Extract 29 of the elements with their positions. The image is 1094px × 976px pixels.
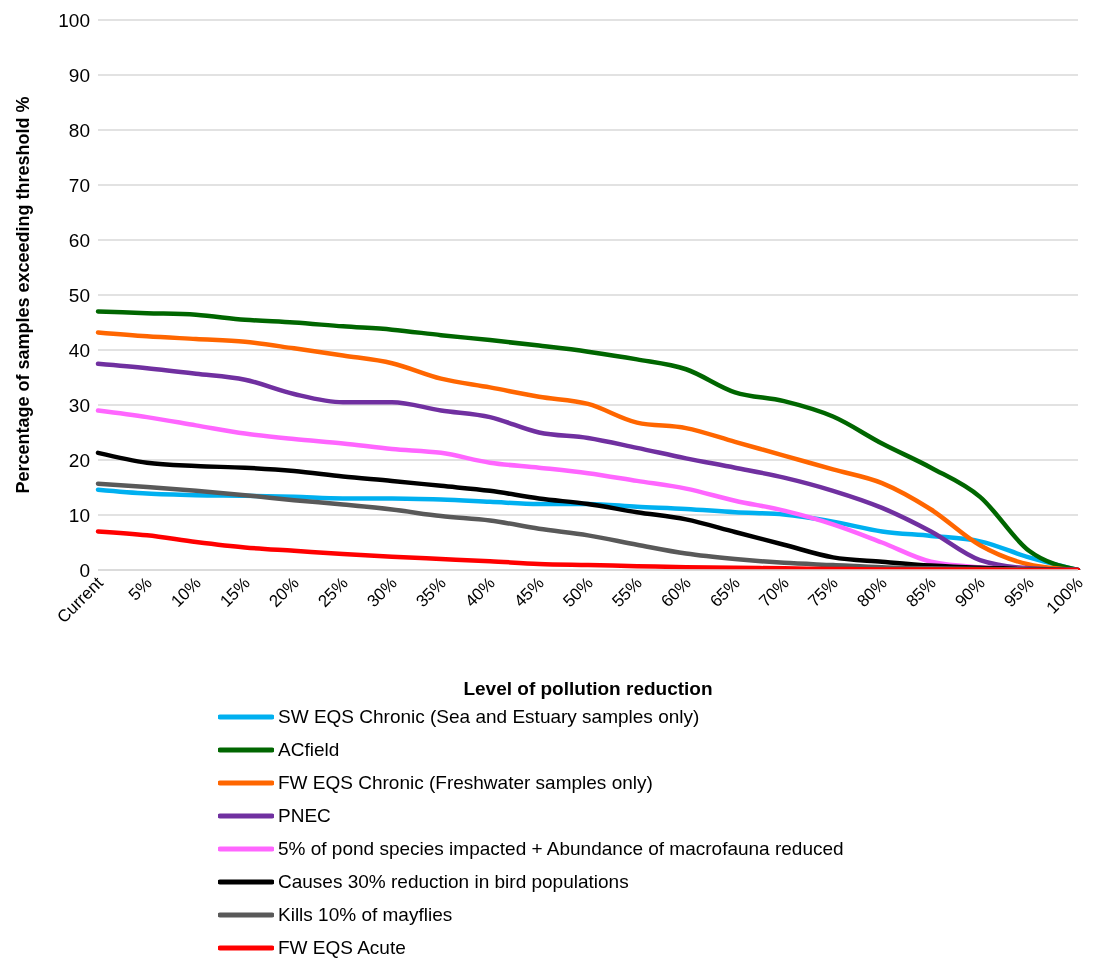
x-tick-label: 40% bbox=[461, 573, 499, 611]
legend-label: 5% of pond species impacted + Abundance of macrofauna reduced bbox=[278, 837, 844, 860]
y-tick-label: 0 bbox=[79, 559, 90, 581]
y-axis-title: Percentage of samples exceeding threshold % bbox=[13, 96, 34, 494]
y-tick-label: 40 bbox=[68, 339, 90, 361]
y-tick-label: 30 bbox=[68, 394, 90, 416]
x-tick-label: 45% bbox=[510, 573, 548, 611]
y-tick-label: 100 bbox=[58, 9, 90, 31]
y-tick-label: 50 bbox=[68, 284, 90, 306]
y-tick-label: 10 bbox=[68, 504, 90, 526]
x-tick-label: 5% bbox=[125, 573, 156, 605]
legend-label: FW EQS Chronic (Freshwater samples only) bbox=[278, 771, 653, 794]
legend-label: Causes 30% reduction in bird populations bbox=[278, 870, 629, 893]
x-tick-label: 75% bbox=[804, 573, 842, 611]
legend-label: SW EQS Chronic (Sea and Estuary samples only) bbox=[278, 705, 700, 728]
legend-label: ACfield bbox=[278, 738, 340, 761]
y-tick-label: 90 bbox=[68, 64, 90, 86]
y-tick-label: 80 bbox=[68, 119, 90, 141]
legend-label: Kills 10% of mayflies bbox=[278, 903, 453, 926]
line-series bbox=[95, 529, 1081, 570]
x-axis-title: Level of pollution reduction bbox=[463, 678, 713, 699]
legend-label: FW EQS Acute bbox=[278, 936, 406, 959]
x-tick-label: 60% bbox=[657, 573, 695, 611]
x-tick-label: 65% bbox=[706, 573, 744, 611]
y-tick-label: 20 bbox=[68, 449, 90, 471]
y-tick-label: 70 bbox=[68, 174, 90, 196]
y-tick-label: 60 bbox=[68, 229, 90, 251]
legend-label: PNEC bbox=[278, 804, 331, 827]
x-tick-label: 70% bbox=[755, 573, 793, 611]
